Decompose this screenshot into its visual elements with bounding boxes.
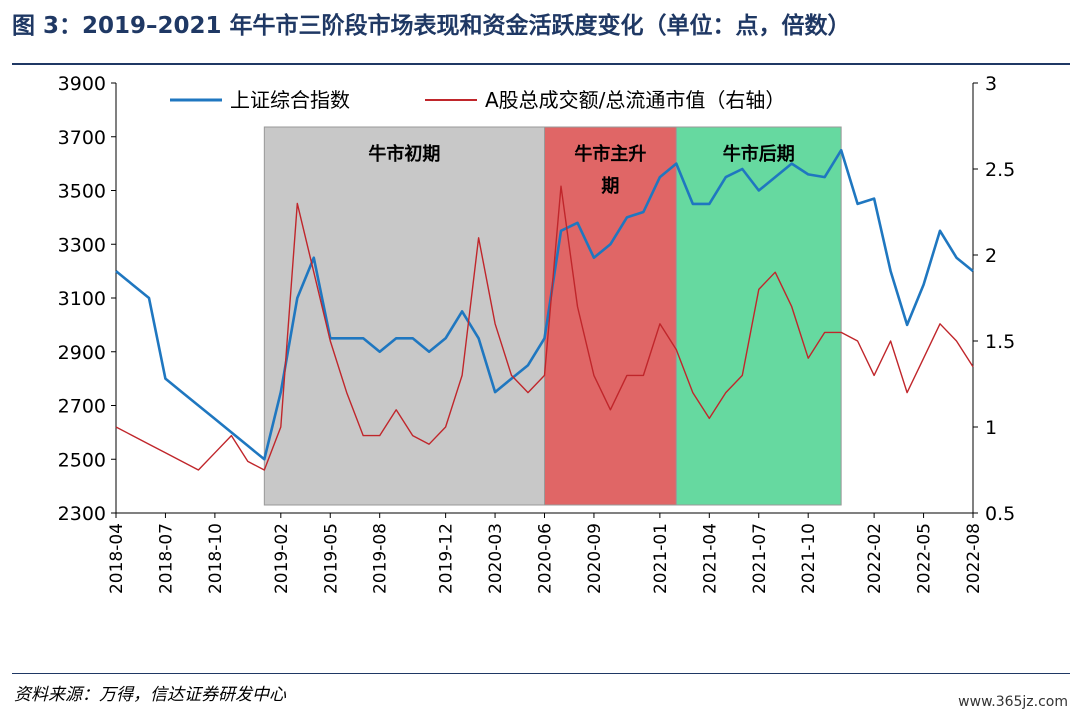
axes: 2300 2500 2700 2900 3100 3300 3500 3700 3900 0.5 1… [58,73,1016,594]
phase-band [675,126,842,506]
x-tick-label: 2021-01 [651,523,671,594]
left-tick-label: 2500 [58,449,106,471]
left-tick-label: 2900 [58,342,106,364]
x-tick-label: 2019-08 [371,523,391,594]
left-tick-label: 3700 [58,127,106,149]
shanghai-index-line [115,148,974,461]
x-tick-label: 2021-04 [700,523,720,594]
watermark: www.365jz.com [958,694,1068,710]
left-tick-label: 3900 [58,73,106,95]
legend-label-index: 上证综合指数 [230,88,350,112]
source-rule [12,673,1070,674]
source-note: 资料来源：万得，信达证券研发中心 [14,685,286,705]
phase-label: 期 [601,176,619,197]
phase-band [263,126,545,506]
figure-title: 图 3：2019–2021 年牛市三阶段市场表现和资金活跃度变化（单位：点，倍数… [12,13,851,39]
x-tick-label: 2021-10 [799,523,819,594]
x-tick-label: 2018-04 [107,523,127,594]
x-tick-label: 2019-12 [437,523,457,594]
right-tick-label: 1 [985,417,997,439]
right-tick-label: 0.5 [985,503,1015,525]
left-tick-label: 3300 [58,234,106,256]
right-tick-label: 2 [985,245,997,267]
x-tick-label: 2020-09 [585,523,605,594]
left-tick-label: 2700 [58,396,106,418]
left-tick-label: 3500 [58,181,106,203]
x-tick-label: 2022-02 [865,523,885,594]
title-rule [12,63,1070,65]
x-tick-label: 2022-05 [915,523,935,594]
phase-label: 牛市后期 [723,143,795,165]
right-tick-label: 3 [985,73,997,95]
x-tick-label: 2020-03 [486,523,506,594]
legend-label-turnover: A股总成交额/总流通市值（右轴） [485,88,785,112]
right-tick-label: 2.5 [985,159,1015,181]
series-lines [115,148,974,471]
left-tick-label: 3100 [58,288,106,310]
right-tick-label: 1.5 [985,331,1015,353]
legend: 上证综合指数 A股总成交额/总流通市值（右轴） [170,88,785,112]
x-tick-label: 2018-07 [156,523,176,594]
x-tick-label: 2019-02 [272,523,292,594]
turnover-ratio-line [115,185,974,471]
x-tick-label: 2019-05 [321,523,341,594]
phase-label: 牛市初期 [368,143,440,165]
x-tick-label: 2022-08 [964,523,984,594]
x-tick-label: 2018-10 [206,523,226,594]
x-tick-label: 2020-06 [536,523,556,594]
x-tick-label: 2021-07 [750,523,770,594]
left-tick-label: 2300 [58,503,106,525]
phase-label: 牛市主升 [574,143,646,165]
